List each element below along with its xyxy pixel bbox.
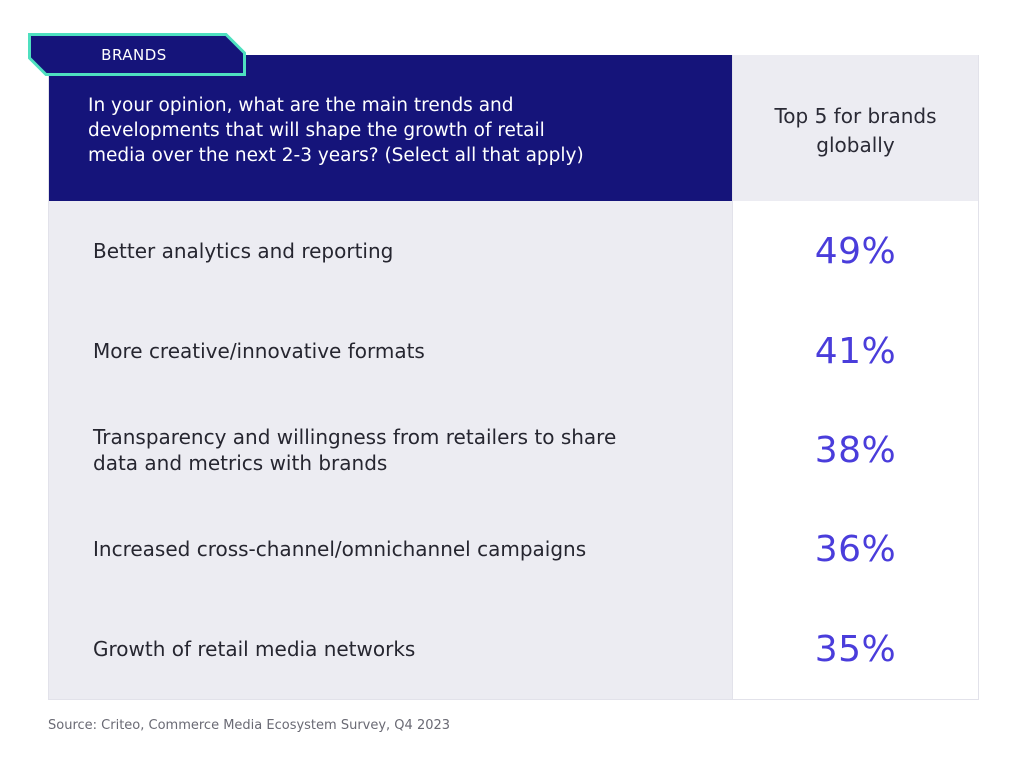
row-label-cell: Growth of retail media networks	[48, 599, 732, 699]
row-label-cell: Increased cross-channel/omnichannel camp…	[48, 499, 732, 599]
table-row: Growth of retail media networks 35%	[48, 599, 979, 699]
column-header-line: globally	[816, 133, 895, 157]
row-value: 36%	[732, 499, 979, 599]
column-header: Top 5 for brands globally	[732, 55, 979, 201]
column-header-line: Top 5 for brands	[774, 104, 937, 128]
table-row: More creative/innovative formats 41%	[48, 301, 979, 401]
row-label: Growth of retail media networks	[93, 637, 416, 661]
source-note: Source: Criteo, Commerce Media Ecosystem…	[48, 718, 451, 733]
question-line: media over the next 2-3 years? (Select a…	[88, 145, 584, 166]
column-divider	[732, 55, 733, 700]
row-label-cell: More creative/innovative formats	[48, 301, 732, 401]
row-label: More creative/innovative formats	[93, 339, 425, 363]
row-value: 41%	[732, 301, 979, 401]
tag-label: BRANDS	[101, 45, 167, 64]
question-cell: In your opinion, what are the main trend…	[48, 55, 732, 201]
row-label: Increased cross-channel/omnichannel camp…	[93, 537, 587, 561]
row-label: Better analytics and reporting	[93, 239, 394, 263]
brands-tag: BRANDS	[28, 33, 246, 76]
tag-shape	[28, 33, 246, 76]
row-value: 35%	[732, 599, 979, 699]
table-header-row: In your opinion, what are the main trend…	[48, 55, 979, 201]
row-value: 49%	[732, 201, 979, 301]
survey-table: In your opinion, what are the main trend…	[48, 55, 979, 700]
question-line: In your opinion, what are the main trend…	[88, 95, 514, 116]
row-label-cell: Transparency and willingness from retail…	[48, 400, 732, 500]
table-row: Increased cross-channel/omnichannel camp…	[48, 499, 979, 599]
row-label: Transparency and willingness from retail…	[93, 425, 617, 475]
row-label-cell: Better analytics and reporting	[48, 201, 732, 301]
table-row: Better analytics and reporting 49%	[48, 201, 979, 301]
row-value: 38%	[732, 400, 979, 500]
question-line: developments that will shape the growth …	[88, 120, 545, 141]
table-row: Transparency and willingness from retail…	[48, 400, 979, 500]
